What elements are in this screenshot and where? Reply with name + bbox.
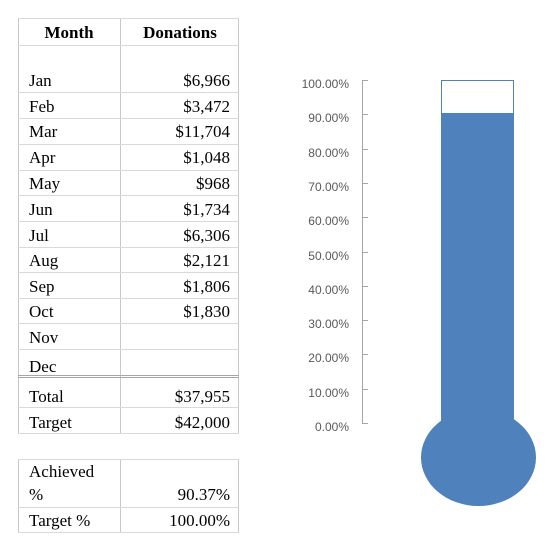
y-tick-mark [362, 354, 368, 356]
month-dec: Dec [29, 357, 57, 376]
y-tick-label: 30.00% [308, 317, 349, 332]
y-tick-label: 80.00% [308, 145, 349, 160]
month-jul: Jul [29, 226, 49, 245]
y-tick-label: 90.00% [308, 111, 349, 126]
month-feb: Feb [29, 97, 55, 116]
y-tick-label: 10.00% [308, 385, 349, 400]
y-tick-label: 70.00% [308, 179, 349, 194]
value-sep: $1,806 [183, 277, 230, 296]
month-oct: Oct [29, 302, 54, 321]
value-may: $968 [196, 174, 230, 193]
y-tick-label: 40.00% [308, 282, 349, 297]
y-tick-mark [362, 80, 368, 81]
month-aug: Aug [29, 251, 59, 270]
target-percent-value: 100.00% [169, 511, 230, 530]
achieved-label-percent: % [29, 485, 44, 504]
y-tick-label: 100.00% [301, 77, 349, 91]
y-tick-label: 60.00% [308, 214, 349, 229]
y-tick-label: 20.00% [308, 351, 349, 366]
value-jun: $1,734 [183, 200, 230, 219]
total-label: Total [29, 387, 64, 406]
thermometer-achieved-fill [441, 113, 514, 430]
month-header: Month [44, 23, 94, 42]
month-sep: Sep [29, 277, 55, 296]
month-nov: Nov [29, 328, 59, 347]
y-tick-mark [362, 217, 368, 219]
month-jan: Jan [29, 71, 52, 90]
y-tick-label: 0.00% [314, 420, 349, 434]
target-label: Target [29, 413, 72, 432]
y-tick-mark [362, 388, 368, 390]
donations-header: Donations [143, 23, 217, 42]
thermometer-bulb [421, 409, 536, 506]
y-tick-mark [362, 320, 368, 322]
y-tick-mark [362, 423, 368, 424]
total-value: $37,955 [174, 387, 230, 406]
y-tick-mark [362, 114, 368, 116]
value-feb: $3,472 [183, 97, 230, 116]
month-jun: Jun [29, 200, 53, 219]
value-jan: $6,966 [183, 71, 230, 90]
donations-table: Month Donations Jan $6,966 Feb $3,472 Ma… [18, 18, 239, 434]
month-mar: Mar [29, 122, 58, 141]
achieved-label: Achieved [29, 462, 95, 481]
value-apr: $1,048 [183, 148, 230, 167]
value-mar: $11,704 [175, 122, 230, 141]
target-percent-label: Target % [29, 511, 91, 530]
month-may: May [29, 174, 61, 193]
y-tick-label: 50.00% [308, 248, 349, 263]
y-tick-mark [362, 182, 368, 184]
value-jul: $6,306 [183, 226, 230, 245]
summary-table: Achieved % 90.37% Target % 100.00% [18, 459, 239, 533]
value-aug: $2,121 [183, 251, 230, 270]
y-tick-mark [362, 285, 368, 287]
achieved-value: 90.37% [177, 485, 230, 504]
y-tick-mark [362, 251, 368, 253]
month-apr: Apr [29, 148, 56, 167]
y-tick-mark [362, 148, 368, 150]
value-oct: $1,830 [183, 302, 230, 321]
target-value: $42,000 [174, 413, 230, 432]
